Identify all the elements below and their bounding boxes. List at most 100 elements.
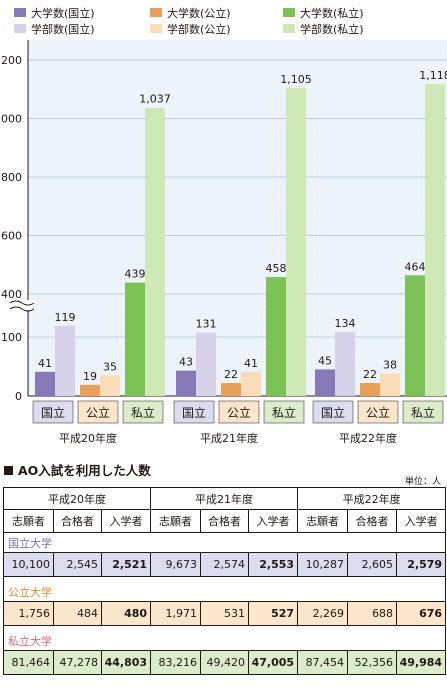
table-cell: 1,756 (3, 601, 54, 626)
group-label: 国立 (321, 405, 345, 420)
group-label: 公立 (227, 405, 251, 420)
group-label-box (402, 400, 444, 424)
column-header: 入学者 (100, 509, 152, 533)
legend-swatch (14, 24, 26, 33)
group-name: 公立大学 (2, 582, 447, 602)
table-cell: 480 (100, 601, 152, 626)
bar-gakubu-kokuritsu (335, 332, 355, 396)
legend-label: 学部数(公立) (167, 22, 231, 36)
table-cell: 83,216 (150, 650, 202, 675)
spacer-row (2, 576, 447, 582)
column-header: 合格者 (347, 509, 398, 533)
table-cell: 527 (248, 601, 299, 626)
bar-chart: 0 100 400 600 800 1000 1200 大学数(国立) 大学数(公立) 大学数(私… (0, 6, 447, 445)
table-title: AO入試を利用した人数 (4, 460, 151, 479)
y-tick-label: 100 (1, 331, 22, 344)
bar-daigaku-kokuritsu (315, 369, 335, 396)
bar-daigaku-shiritsu (405, 275, 425, 396)
table-cell: 2,521 (100, 552, 152, 577)
table-cell: 81,464 (3, 650, 54, 675)
legend-label: 大学数(私立) (300, 6, 364, 20)
group-label-box (218, 400, 260, 424)
unit-label: 単位：人 (404, 477, 441, 487)
ao-table: 平成20年度 平成21年度 平成22年度 志願者 合格者 入学者 志願者 合格者 入学者志… (2, 487, 447, 675)
group-label-box (122, 400, 164, 424)
group-label: 私立 (272, 405, 296, 420)
axis-break-mark (9, 306, 35, 312)
data-label: 1,105 (280, 73, 312, 86)
group-name: 国立大学 (2, 532, 447, 553)
table-cell: 52,356 (347, 650, 398, 675)
group-label-box (263, 400, 305, 424)
bar-daigaku-shiritsu (125, 282, 145, 396)
year-header: 平成20年度 (2, 487, 152, 510)
data-label: 119 (55, 311, 76, 324)
category-label: 平成21年度 (200, 431, 258, 445)
data-label: 439 (125, 268, 146, 281)
table-row: 10,100 2,545 2,521 9,673 2,574 2,553 10,287 2,6… (3, 552, 447, 577)
y-tick-label: 400 (1, 288, 22, 301)
data-label: 41 (38, 357, 52, 370)
data-label: 134 (335, 317, 356, 330)
table-cell: 49,420 (200, 650, 250, 675)
y-tick-label: 1000 (0, 113, 22, 126)
column-header: 志願者 (3, 509, 54, 533)
column-header: 入学者 (248, 509, 299, 533)
table-cell: 2,605 (347, 552, 398, 577)
table-row: 1,756 484 480 1,971 531 527 2,269 688 676 (3, 601, 447, 626)
table-cell: 10,287 (297, 552, 349, 577)
group-label-box (173, 400, 215, 424)
table-cell: 9,673 (150, 552, 202, 577)
table-cell: 2,269 (297, 601, 349, 626)
bar-gakubu-kokuritsu (55, 325, 75, 396)
year-header: 平成22年度 (297, 487, 447, 510)
table-cell: 44,803 (100, 650, 152, 675)
data-label: 38 (383, 359, 397, 372)
y-tick-label: 1200 (0, 54, 22, 67)
table-cell: 87,454 (297, 650, 349, 675)
group-label: 私立 (411, 405, 435, 420)
legend-label: 大学数(公立) (167, 6, 231, 20)
legend-swatch (283, 8, 295, 17)
y-tick-label: 800 (1, 171, 22, 184)
data-label: 464 (405, 260, 426, 273)
group-label: 私立 (131, 405, 155, 420)
data-label: 19 (83, 370, 97, 383)
table-cell: 2,579 (396, 552, 447, 577)
column-header: 合格者 (53, 509, 102, 533)
axis-break-mark (9, 300, 35, 306)
bar-daigaku-shiritsu (266, 277, 286, 396)
group-label-box (32, 400, 74, 424)
year-header: 平成21年度 (150, 487, 299, 510)
group-label: 国立 (182, 405, 206, 420)
group-header-row: 公立大学 (2, 582, 447, 602)
table-cell: 10,100 (3, 552, 54, 577)
table-cell: 2,553 (248, 552, 299, 577)
data-label: 22 (224, 368, 238, 381)
data-label: 45 (318, 354, 332, 367)
table-title-text: AO入試を利用した人数 (18, 463, 151, 478)
spacer-row (2, 625, 447, 631)
data-label: 458 (266, 262, 287, 275)
data-label: 43 (179, 356, 193, 369)
table-row: 81,464 47,278 44,803 83,216 49,420 47,005 87,4… (3, 650, 447, 675)
group-label-box (312, 400, 354, 424)
legend-label: 学部数(私立) (300, 22, 364, 36)
data-label: 1,118 (419, 69, 447, 82)
table-cell: 47,278 (53, 650, 102, 675)
legend-swatch (14, 8, 26, 17)
column-header: 志願者 (297, 509, 349, 533)
bar-gakubu-koritsu (100, 375, 120, 396)
bar-daigaku-koritsu (360, 383, 380, 396)
legend-swatch (150, 24, 162, 33)
table-cell: 2,545 (53, 552, 102, 577)
table-cell: 531 (200, 601, 250, 626)
legend-label: 大学数(国立) (31, 6, 95, 20)
bar-daigaku-koritsu (221, 383, 241, 396)
data-label: 22 (363, 368, 377, 381)
data-label: 131 (196, 318, 217, 331)
category-label: 平成20年度 (59, 431, 117, 445)
bar-daigaku-kokuritsu (176, 370, 196, 396)
legend-label: 学部数(国立) (31, 22, 95, 36)
table-cell: 688 (347, 601, 398, 626)
